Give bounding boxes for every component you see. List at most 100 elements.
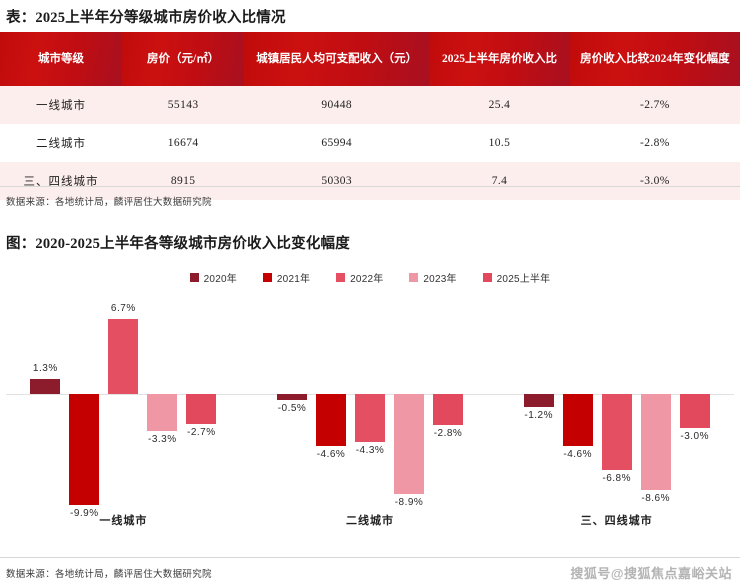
chart-title: 图：2020-2025上半年各等级城市房价收入比变化幅度 [6,236,350,252]
bar[interactable] [186,394,217,425]
bar-slot: -3.3% [147,304,178,554]
bar-group-category-label: 一线城市 [99,515,148,527]
bar[interactable] [30,379,61,394]
cell-change: -2.8% [569,124,740,162]
bar[interactable] [316,394,346,446]
bar-slot: -4.6% [316,304,346,554]
bar-value-label: -3.3% [148,433,177,445]
table-body: 一线城市 55143 90448 25.4 -2.7% 二线城市 16674 6… [0,86,740,200]
bar-group-category-label: 二线城市 [346,515,394,527]
bar[interactable] [355,394,385,443]
cell-ratio: 25.4 [429,86,570,124]
bar-group-bars: -1.2% -4.6% -6.8% -8.6% -3.0% [493,304,740,554]
legend-item-3[interactable]: 2023年 [409,270,456,285]
bar[interactable] [562,394,593,446]
bar-value-label: -8.9% [394,496,424,508]
bar-slot: -6.8% [601,304,632,554]
bar-value-label: 1.3% [32,363,58,375]
table-row: 三、四线城市 8915 50303 7.4 -3.0% [0,162,740,200]
bar-value-label: -4.6% [316,448,346,460]
col-header-income: 城镇居民人均可支配收入（元） [244,32,430,86]
legend-label: 2021年 [276,274,311,285]
house-price-income-table: 城市等级 房价（元/㎡） 城镇居民人均可支配收入（元） 2025上半年房价收入比… [0,32,740,200]
bar-value-label: 6.7% [110,302,136,314]
bar[interactable] [394,394,424,494]
bar-group-bars: -0.5% -4.6% -4.3% -8.9% -2.8% [247,304,494,554]
cell-income: 65994 [244,124,430,162]
legend-label: 2023年 [423,274,457,285]
legend-label: 2020年 [203,274,237,285]
bar[interactable] [147,394,178,431]
bar-slot: 1.3% [30,304,61,554]
bar-slot: -1.2% [523,304,554,554]
bar-value-label: -4.6% [563,448,592,460]
table-row: 二线城市 16674 65994 10.5 -2.8% [0,124,740,162]
cell-income: 90448 [244,86,430,124]
bar-value-label: -2.7% [187,427,216,439]
legend-item-0[interactable]: 2020年 [189,270,237,285]
bar[interactable] [69,394,100,505]
bar-group-2: -1.2% -4.6% -6.8% -8.6% -3.0% 三、四线城市 [493,304,740,554]
bar-slot: -8.9% [394,304,424,554]
cell-price: 16674 [122,124,245,162]
bar[interactable] [277,394,307,400]
col-header-ratio: 2025上半年房价收入比 [429,32,570,86]
bar-value-label: -6.8% [602,473,631,485]
legend-item-1[interactable]: 2021年 [262,270,311,285]
watermark-text: 搜狐号@搜狐焦点嘉峪关站 [570,566,732,581]
bar-slot: -4.6% [562,304,593,554]
table-container: 城市等级 房价（元/㎡） 城镇居民人均可支配收入（元） 2025上半年房价收入比… [0,32,740,200]
bar-group-category-label: 三、四线城市 [580,515,653,527]
bar-slot: -2.8% [433,304,463,554]
bar-group-1: -0.5% -4.6% -4.3% -8.9% -2.8% 二线城市 [247,304,494,554]
bar-value-label: -1.2% [524,410,553,422]
cell-ratio: 7.4 [429,162,570,200]
bar-slot: 6.7% [108,302,139,554]
legend-label: 2022年 [350,274,384,285]
bar[interactable] [523,394,554,408]
legend-swatch-icon [262,273,272,282]
cell-ratio: 10.5 [429,124,570,162]
cell-change: -2.7% [569,86,740,124]
bar-value-label: -2.8% [433,428,463,440]
bar-value-label: -4.3% [355,445,385,457]
legend-item-4[interactable]: 2025上半年 [482,270,551,285]
legend-swatch-icon [336,273,346,282]
table-row: 一线城市 55143 90448 25.4 -2.7% [0,86,740,124]
bar-slot: -4.3% [355,304,385,554]
table-header-row: 城市等级 房价（元/㎡） 城镇居民人均可支配收入（元） 2025上半年房价收入比… [0,32,740,86]
chart-bottom-divider [0,557,740,558]
bar[interactable] [640,394,671,491]
bar-slot: -0.5% [277,304,307,554]
legend-swatch-icon [189,273,199,282]
col-header-price: 房价（元/㎡） [122,32,245,86]
table-source-note: 数据来源：各地统计局，麟评居住大数据研究院 [6,198,212,208]
bar-group-0: 1.3% -9.9% 6.7% -3.3% -2.7% 一线城市 [0,302,247,554]
table-bottom-divider [0,186,740,187]
bar-value-label: -9.9% [70,507,99,519]
chart-legend: 2020年 2021年 2022年 2023年 2025上半年 [0,270,740,285]
bar-value-label: -8.6% [641,493,670,505]
bar-group-bars: 1.3% -9.9% 6.7% -3.3% -2.7% [0,302,247,554]
bar-slot: -9.9% [69,304,100,554]
table-title: 表：2025上半年分等级城市房价收入比情况 [6,10,286,26]
chart-bar-groups: 1.3% -9.9% 6.7% -3.3% -2.7% 一线城市 -0.5% -4.6% -4.… [0,302,740,554]
cell-city-tier: 三、四线城市 [0,162,123,200]
bar-slot: -2.7% [186,304,217,554]
chart-plot-area: 1.3% -9.9% 6.7% -3.3% -2.7% 一线城市 -0.5% -4.6% -4.… [0,302,740,554]
cell-price: 55143 [122,86,245,124]
col-header-city-tier: 城市等级 [0,32,123,86]
bar-slot: -8.6% [640,304,671,554]
cell-price: 8915 [122,162,245,200]
legend-item-2[interactable]: 2022年 [336,270,383,285]
bar[interactable] [108,318,139,394]
cell-city-tier: 一线城市 [0,86,123,124]
bar[interactable] [601,394,632,471]
cell-change: -3.0% [569,162,740,200]
legend-label: 2025上半年 [496,274,551,285]
bar[interactable] [433,394,463,426]
legend-swatch-icon [409,273,419,282]
bar[interactable] [679,394,710,428]
chart-container: 2020年 2021年 2022年 2023年 2025上半年 1.3% -9.9% 6.7… [0,258,740,554]
